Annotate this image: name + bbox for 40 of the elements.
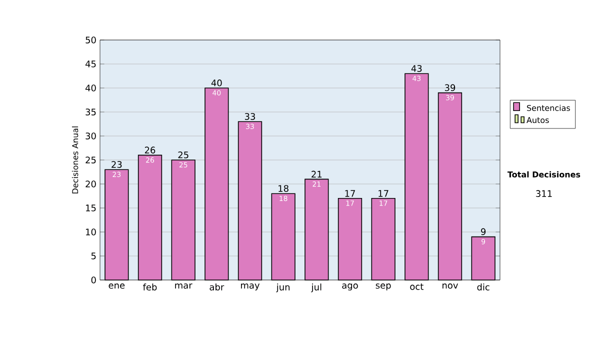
y-tick-label: 25	[86, 156, 96, 164]
x-tick-label: jul	[311, 284, 322, 292]
legend-label: Sentencias	[527, 104, 570, 111]
y-tick-label: 30	[86, 132, 96, 140]
total-label: 18	[278, 185, 288, 192]
x-tick-label: jun	[276, 284, 290, 292]
total-label: 17	[378, 190, 388, 197]
x-tick-label: nov	[442, 284, 458, 289]
x-tick-label: ago	[342, 284, 358, 290]
total-label: 43	[411, 65, 422, 72]
text: 311	[536, 190, 552, 197]
total-label: 23	[112, 161, 122, 168]
legend-label: Autos	[526, 117, 549, 124]
x-tick-label: ene	[108, 284, 125, 289]
x-tick-label: feb	[143, 284, 157, 290]
x-tick-label: may	[241, 284, 260, 290]
y-tick-label: 50	[86, 36, 96, 44]
y-tick-label: 15	[86, 204, 96, 212]
y-tick-label: 0	[91, 276, 96, 284]
y-tick-label: 45	[85, 60, 96, 68]
y-axis-title: Decisiones Anual	[72, 126, 78, 194]
total-label: 26	[144, 146, 156, 154]
total-label: 17	[345, 190, 355, 197]
y-tick-label: 20	[86, 180, 96, 188]
total-label: 40	[211, 79, 222, 86]
x-tick-label: abr	[210, 284, 224, 290]
total-label: 39	[444, 84, 456, 92]
x-tick-label: oct	[410, 284, 424, 290]
total-label: 33	[244, 113, 256, 120]
y-tick-label: 5	[91, 252, 96, 260]
y-tick-label: 40	[85, 84, 96, 92]
y-tick-label: 35	[86, 108, 96, 116]
x-tick-label: sep	[376, 284, 391, 290]
text: Total Decisiones	[507, 171, 580, 178]
y-tick-label: 10	[86, 228, 96, 236]
x-tick-label: mar	[175, 284, 192, 289]
total-label: 9	[481, 228, 486, 236]
total-label: 25	[178, 151, 188, 158]
x-tick-label: dic	[477, 284, 490, 290]
total-label: 21	[312, 170, 322, 178]
